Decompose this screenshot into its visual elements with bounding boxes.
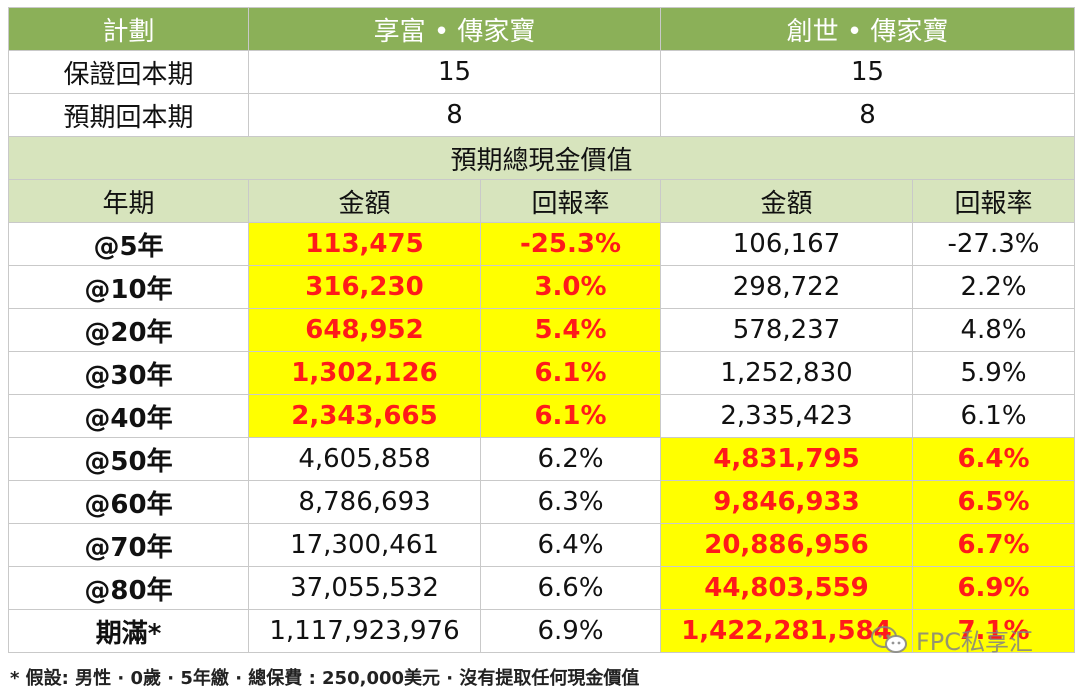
table-row: @5年 113,475 -25.3% 106,167 -27.3% [8,222,1075,266]
section-title: 預期總現金價值 [8,136,1075,180]
table-row: @60年 8,786,693 6.3% 9,846,933 6.5% [8,480,1075,524]
amount-a-cell: 1,117,923,976 [248,609,481,653]
section-title-row: 預期總現金價值 [8,136,1075,180]
amount-a-cell: 4,605,858 [248,437,481,481]
return-b-cell: 5.9% [912,351,1075,395]
return-b-cell: 6.4% [912,437,1075,481]
return-a-cell: 6.1% [480,394,661,438]
plan-b-header: 創世 • 傳家寶 [660,7,1075,51]
col-header-return-a: 回報率 [480,179,661,223]
amount-a-cell: 648,952 [248,308,481,352]
guaranteed-breakeven-b: 15 [660,50,1075,94]
return-b-cell: 6.7% [912,523,1075,567]
return-a-cell: 6.2% [480,437,661,481]
amount-b-cell: 578,237 [660,308,913,352]
table-row: @30年 1,302,126 6.1% 1,252,830 5.9% [8,351,1075,395]
amount-a-cell: 113,475 [248,222,481,266]
amount-a-cell: 37,055,532 [248,566,481,610]
row-year: @5年 [8,222,249,266]
row-year: @30年 [8,351,249,395]
return-b-cell: -27.3% [912,222,1075,266]
row-year: @60年 [8,480,249,524]
return-a-cell: 6.1% [480,351,661,395]
table-row: @80年 37,055,532 6.6% 44,803,559 6.9% [8,566,1075,610]
expected-breakeven-row: 預期回本期 8 8 [8,93,1075,137]
guaranteed-breakeven-label: 保證回本期 [8,50,249,94]
expected-breakeven-a: 8 [248,93,661,137]
amount-a-cell: 1,302,126 [248,351,481,395]
row-year: @20年 [8,308,249,352]
amount-b-cell: 4,831,795 [660,437,913,481]
return-a-cell: 3.0% [480,265,661,309]
watermark-text: FPC私享汇 [916,628,1034,656]
amount-a-cell: 8,786,693 [248,480,481,524]
col-header-return-b: 回報率 [912,179,1075,223]
amount-b-cell: 2,335,423 [660,394,913,438]
amount-b-cell: 298,722 [660,265,913,309]
amount-a-cell: 316,230 [248,265,481,309]
amount-b-cell: 1,252,830 [660,351,913,395]
return-b-cell: 6.5% [912,480,1075,524]
return-b-cell: 7.1% [912,609,1075,653]
return-a-cell: 5.4% [480,308,661,352]
row-year: @50年 [8,437,249,481]
col-header-amount-b: 金額 [660,179,913,223]
return-a-cell: 6.6% [480,566,661,610]
column-header-row: 年期 金額 回報率 金額 回報率 [8,179,1075,223]
comparison-table: 計劃 享富 • 傳家寶 創世 • 傳家寶 保證回本期 15 15 預期回本期 8… [8,7,1075,653]
table-row: @10年 316,230 3.0% 298,722 2.2% [8,265,1075,309]
amount-a-cell: 2,343,665 [248,394,481,438]
guaranteed-breakeven-row: 保證回本期 15 15 [8,50,1075,94]
expected-breakeven-label: 預期回本期 [8,93,249,137]
row-year: @80年 [8,566,249,610]
footnote: * 假設: 男性 · 0歲 · 5年繳 · 總保費 : 250,000美元 · … [10,668,640,689]
amount-b-cell: 106,167 [660,222,913,266]
row-year: @70年 [8,523,249,567]
amount-b-cell: 1,422,281,584 [660,609,913,653]
table-row: @20年 648,952 5.4% 578,237 4.8% [8,308,1075,352]
watermark: FPC私享汇 [870,622,1033,657]
col-header-amount-a: 金額 [248,179,481,223]
plan-header: 計劃 [8,7,249,51]
table-row: @50年 4,605,858 6.2% 4,831,795 6.4% [8,437,1075,481]
amount-a-cell: 17,300,461 [248,523,481,567]
header-row: 計劃 享富 • 傳家寶 創世 • 傳家寶 [8,7,1075,51]
plan-a-header: 享富 • 傳家寶 [248,7,661,51]
wechat-icon [871,625,907,653]
return-b-cell: 2.2% [912,265,1075,309]
expected-breakeven-b: 8 [660,93,1075,137]
table-row: @40年 2,343,665 6.1% 2,335,423 6.1% [8,394,1075,438]
amount-b-cell: 20,886,956 [660,523,913,567]
row-year: @10年 [8,265,249,309]
row-year: 期滿* [8,609,249,653]
amount-b-cell: 44,803,559 [660,566,913,610]
table-row: @70年 17,300,461 6.4% 20,886,956 6.7% [8,523,1075,567]
col-header-year: 年期 [8,179,249,223]
amount-b-cell: 9,846,933 [660,480,913,524]
return-b-cell: 6.9% [912,566,1075,610]
return-a-cell: 6.3% [480,480,661,524]
row-year: @40年 [8,394,249,438]
return-a-cell: -25.3% [480,222,661,266]
return-b-cell: 4.8% [912,308,1075,352]
table-row: 期滿* 1,117,923,976 6.9% 1,422,281,584 7.1% [8,609,1075,653]
return-b-cell: 6.1% [912,394,1075,438]
guaranteed-breakeven-a: 15 [248,50,661,94]
return-a-cell: 6.9% [480,609,661,653]
return-a-cell: 6.4% [480,523,661,567]
